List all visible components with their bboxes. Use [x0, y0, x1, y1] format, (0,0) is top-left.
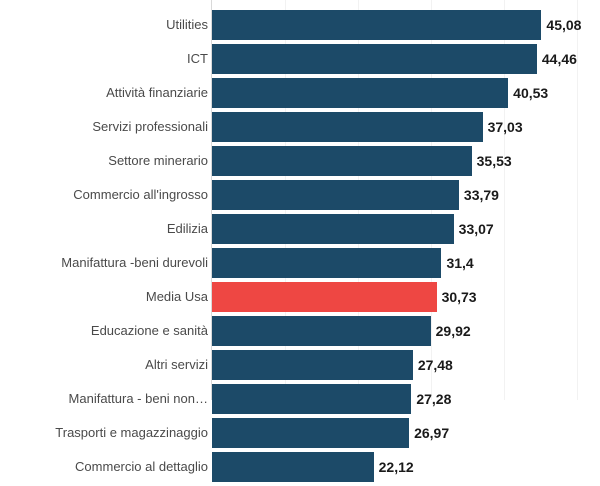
value-label: 45,08 — [546, 17, 582, 33]
gridline-40 — [504, 0, 506, 400]
bar-row[interactable]: Media Usa 30,73 — [0, 282, 600, 312]
bar-row[interactable]: Commercio all'ingrosso 33,79 — [0, 180, 600, 210]
category-label: Manifattura - beni non… — [68, 391, 208, 406]
bar[interactable] — [212, 146, 472, 176]
bar-row[interactable]: Manifattura - beni non… 27,28 — [0, 384, 600, 414]
bar-row[interactable]: Edilizia 33,07 — [0, 214, 600, 244]
bar[interactable] — [212, 112, 483, 142]
category-label: Edilizia — [166, 221, 208, 236]
value-label: 31,4 — [446, 255, 474, 271]
bar-row[interactable]: Servizi professionali 37,03 — [0, 112, 600, 142]
bar-row[interactable]: Altri servizi 27,48 — [0, 350, 600, 380]
gridline-50 — [577, 0, 579, 400]
category-label: Manifattura -beni durevoli — [61, 255, 208, 270]
bar-row[interactable]: ICT 44,46 — [0, 44, 600, 74]
category-label: Settore minerario — [108, 153, 208, 168]
category-label: Servizi professionali — [92, 119, 208, 134]
value-label: 35,53 — [476, 153, 512, 169]
bar[interactable] — [212, 248, 442, 278]
bar-chart: Utilities 45,08 ICT 44,46 Attività finanziar… — [55, 0, 582, 482]
value-label: 40,53 — [513, 85, 549, 101]
value-label: 37,03 — [487, 119, 523, 135]
bar-row[interactable]: Settore minerario 35,53 — [0, 146, 600, 176]
value-label: 27,28 — [416, 391, 452, 407]
bar[interactable] — [212, 418, 410, 448]
bar[interactable] — [212, 78, 509, 108]
bar-row[interactable]: Commercio al dettaglio 22,12 — [0, 452, 600, 482]
category-label: Trasporti e magazzinaggio — [55, 425, 208, 440]
category-label: Educazione e sanità — [90, 323, 208, 338]
category-label: ICT — [187, 51, 208, 66]
bar[interactable] — [212, 10, 542, 40]
value-label: 44,46 — [541, 51, 577, 67]
category-label: Commercio all'ingrosso — [73, 187, 208, 202]
plot-area: Utilities 45,08 ICT 44,46 Attività finanziar… — [55, 0, 581, 482]
value-label: 26,97 — [414, 425, 450, 441]
bar-row[interactable]: Manifattura -beni durevoli 31,4 — [0, 248, 600, 278]
bar-row[interactable]: Attività finanziarie 40,53 — [0, 78, 600, 108]
bar[interactable] — [212, 350, 413, 380]
bar-highlight[interactable] — [212, 282, 437, 312]
category-label: Altri servizi — [145, 357, 208, 372]
value-label: 27,48 — [417, 357, 453, 373]
value-label: 33,07 — [458, 221, 494, 237]
category-label: Utilities — [166, 17, 208, 32]
category-label: Commercio al dettaglio — [75, 459, 208, 474]
bar-row[interactable]: Educazione e sanità 29,92 — [0, 316, 600, 346]
y-axis-line — [211, 0, 212, 400]
bar[interactable] — [212, 316, 431, 346]
value-label: 30,73 — [441, 289, 477, 305]
bar-row[interactable]: Trasporti e magazzinaggio 26,97 — [0, 418, 600, 448]
category-label: Media Usa — [145, 289, 208, 304]
bar[interactable] — [212, 44, 537, 74]
category-label: Attività finanziarie — [106, 85, 208, 100]
value-label: 29,92 — [435, 323, 471, 339]
bar[interactable] — [212, 452, 374, 482]
bar-rows: Utilities 45,08 ICT 44,46 Attività finanziar… — [0, 10, 600, 486]
bar[interactable] — [212, 214, 454, 244]
bar[interactable] — [212, 384, 412, 414]
bar[interactable] — [212, 180, 459, 210]
value-label: 33,79 — [463, 187, 499, 203]
bar-row[interactable]: Utilities 45,08 — [0, 10, 600, 40]
value-label: 22,12 — [378, 459, 414, 475]
